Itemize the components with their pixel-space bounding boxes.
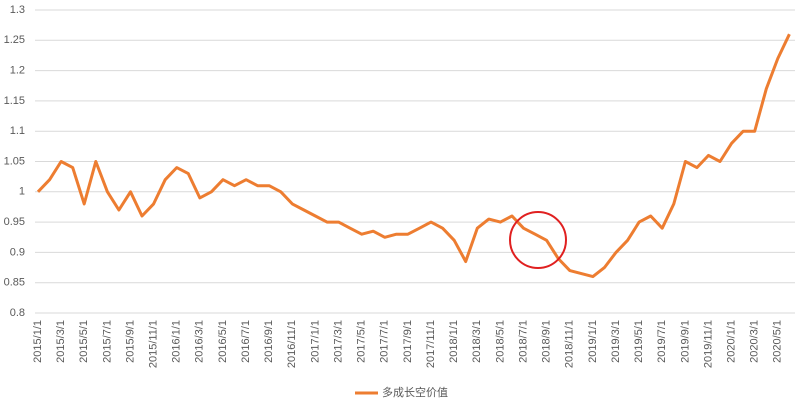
x-tick-label: 2016/5/1: [217, 320, 229, 363]
y-tick-label: 1.05: [4, 155, 25, 167]
y-tick-label: 1.25: [4, 34, 25, 46]
x-tick-label: 2016/11/1: [286, 320, 298, 368]
x-tick-label: 2018/3/1: [471, 320, 483, 363]
x-tick-label: 2017/7/1: [379, 320, 391, 363]
x-tick-label: 2018/5/1: [494, 320, 506, 363]
x-tick-label: 2018/11/1: [564, 320, 576, 368]
x-tick-label: 2015/5/1: [78, 320, 90, 363]
highlight-circle: [509, 211, 567, 269]
plot: 0.8 0.85 0.9 0.95 1 1.05 1.1 1.15 1.2 1.25 1.3 2015…: [4, 4, 795, 399]
x-tick-label: 2019/7/1: [656, 320, 668, 363]
y-tick-label: 0.9: [10, 246, 25, 258]
legend-label: 多成长空价值: [382, 385, 448, 399]
y-tick-label: 0.85: [4, 277, 25, 289]
x-tick-label: 2015/3/1: [55, 320, 67, 363]
x-tick-label: 2015/7/1: [101, 320, 113, 363]
x-tick-label: 2018/9/1: [541, 320, 553, 363]
y-tick-label: 1.15: [4, 95, 25, 107]
x-tick-label: 2018/1/1: [448, 320, 460, 363]
x-tick-label: 2019/3/1: [610, 320, 622, 363]
y-tick-label: 1.2: [10, 65, 25, 77]
x-tick-label: 2015/9/1: [124, 320, 136, 363]
line-series: [36, 33, 791, 279]
y-tick-label: 1.1: [10, 125, 25, 137]
x-tick-label: 2017/3/1: [332, 320, 344, 363]
y-tick-label: 0.8: [10, 307, 25, 319]
x-tick-label: 2016/1/1: [171, 320, 183, 363]
x-tick-label: 2016/7/1: [240, 320, 252, 363]
y-tick-label: 0.95: [4, 216, 25, 228]
x-tick-label: 2016/3/1: [194, 320, 206, 363]
x-tick-label: 2015/1/1: [32, 320, 44, 363]
x-tick-label: 2017/9/1: [402, 320, 414, 363]
x-tick-label: 2017/5/1: [356, 320, 368, 363]
y-tick-label: 1.3: [10, 4, 25, 16]
x-tick-label: 2020/1/1: [726, 320, 738, 363]
x-tick-label: 2019/1/1: [587, 320, 599, 363]
y-tick-label: 1: [19, 186, 25, 198]
x-tick-label: 2016/9/1: [263, 320, 275, 363]
x-tick-label: 2015/11/1: [148, 320, 160, 368]
x-tick-label: 2019/11/1: [702, 320, 714, 368]
x-tick-label: 2020/5/1: [772, 320, 784, 363]
x-tick-label: 2017/1/1: [309, 320, 321, 363]
x-tick-label: 2019/5/1: [633, 320, 645, 363]
x-tick-label: 2018/7/1: [517, 320, 529, 363]
x-tick-label: 2019/9/1: [679, 320, 691, 363]
x-tick-label: 2017/11/1: [425, 320, 437, 368]
x-tick-label: 2020/3/1: [749, 320, 761, 363]
